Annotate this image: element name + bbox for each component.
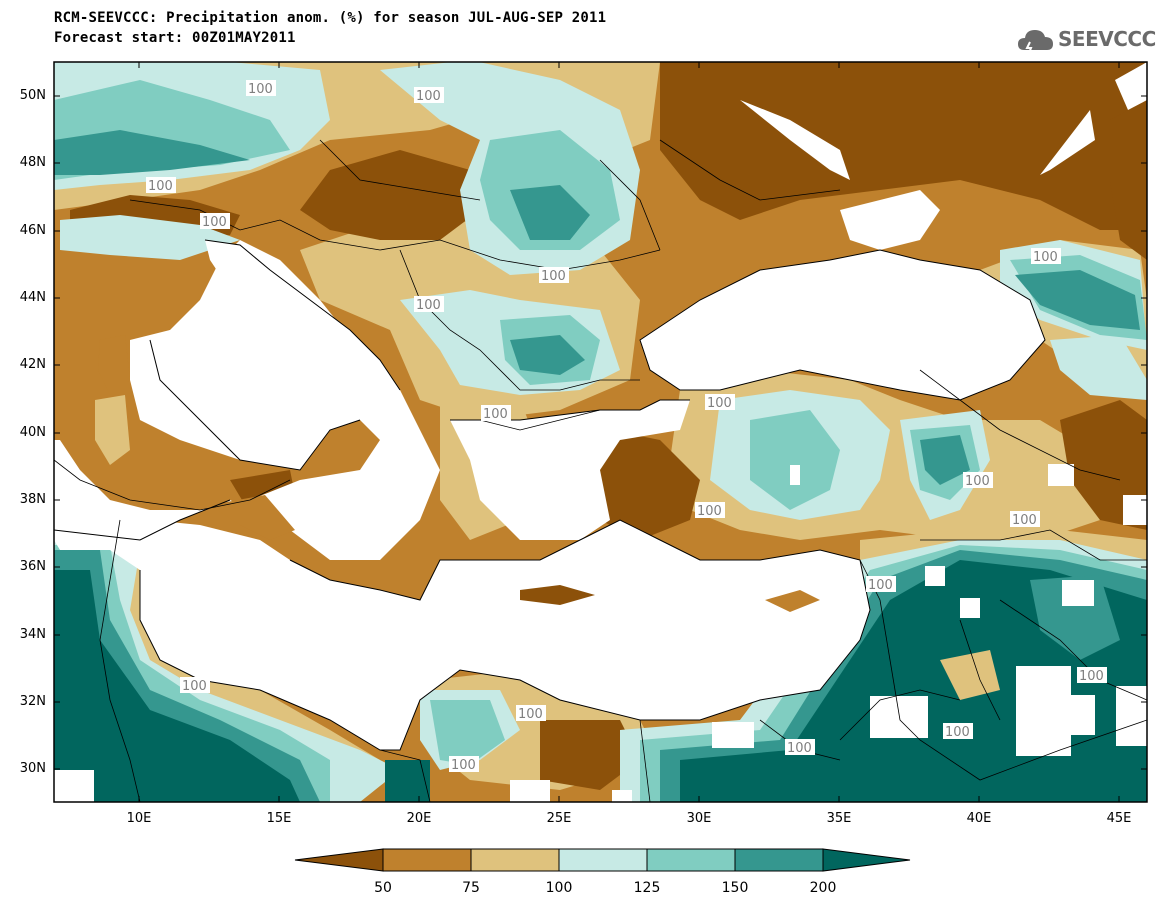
svg-text:100: 100 [945,725,970,740]
colorbar-segment [822,848,911,872]
colorbar-tick-label: 50 [374,880,392,896]
lat-label: 30N [19,761,46,776]
lat-label: 46N [19,223,46,238]
contour-labels: 100 100 100 100 100 100 100 100 100 100 … [146,80,1107,773]
contour-label: 100 [449,756,479,773]
lat-label: 48N [19,155,46,170]
lat-label: 40N [19,425,46,440]
lon-label: 25E [546,811,572,826]
colorbar-tick-label: 150 [721,880,749,896]
colorbar-segment [734,848,824,872]
map-field [54,62,1147,802]
lat-label: 36N [19,559,46,574]
map-subtitle: Forecast start: 00Z01MAY2011 [54,30,296,46]
contour-label: 100 [414,296,444,313]
svg-text:100: 100 [1033,250,1058,265]
contour-label: 100 [481,405,511,422]
lon-label: 20E [406,811,432,826]
seevccc-logo: SEEVCCC [1016,24,1156,56]
contour-label: 100 [1031,248,1061,265]
lat-label: 44N [19,290,46,305]
lat-label: 42N [19,357,46,372]
lon-label: 45E [1106,811,1132,826]
contour-label: 100 [866,576,896,593]
colorbar-segment [294,848,384,872]
lon-label: 10E [126,811,152,826]
lat-label: 34N [19,627,46,642]
svg-text:100: 100 [451,758,476,773]
lon-label: 35E [826,811,852,826]
svg-text:100: 100 [787,741,812,756]
svg-text:100: 100 [148,179,173,194]
contour-label: 100 [200,213,230,230]
contour-label: 100 [963,472,993,489]
contour-label: 100 [1010,511,1040,528]
map-frame [53,61,1148,803]
cloud-icon [1018,30,1053,54]
contour-label: 100 [1077,667,1107,684]
svg-text:100: 100 [1079,669,1104,684]
map-title: RCM-SEEVCCC: Precipitation anom. (%) for… [54,10,607,26]
svg-text:100: 100 [518,707,543,722]
lon-label: 15E [266,811,292,826]
lon-label: 30E [686,811,712,826]
axis-ticks [54,62,1147,802]
contour-label: 100 [539,267,569,284]
svg-text:100: 100 [483,407,508,422]
logo-text: SEEVCCC [1058,27,1156,51]
svg-text:100: 100 [541,269,566,284]
colorbar-tick-label: 75 [462,880,480,896]
contour-label: 100 [705,394,735,411]
contour-label: 100 [414,87,444,104]
contour-label: 100 [943,723,973,740]
colorbar-tick-label: 100 [545,880,573,896]
svg-text:100: 100 [416,89,441,104]
contour-label: 100 [516,705,546,722]
colorbar-tick-label: 200 [809,880,837,896]
black-sea [640,250,1045,400]
lon-label: 40E [966,811,992,826]
contour-label: 100 [246,80,276,97]
lat-label: 32N [19,694,46,709]
contour-label: 100 [695,502,725,519]
svg-text:100: 100 [1012,513,1037,528]
contour-label: 100 [785,739,815,756]
svg-text:100: 100 [416,298,441,313]
lat-label: 50N [19,88,46,103]
svg-text:100: 100 [707,396,732,411]
svg-text:100: 100 [202,215,227,230]
colorbar-segment [646,848,736,872]
svg-text:100: 100 [965,474,990,489]
svg-text:100: 100 [182,679,207,694]
colorbar-segment [470,848,560,872]
colorbar-segment [382,848,472,872]
contour-label: 100 [180,677,210,694]
colorbar [294,848,911,872]
lat-label: 38N [19,492,46,507]
colorbar-tick-label: 125 [633,880,661,896]
mediterranean-sea [54,240,440,560]
colorbar-segment [558,848,648,872]
svg-text:100: 100 [697,504,722,519]
svg-text:100: 100 [868,578,893,593]
svg-text:100: 100 [248,82,273,97]
contour-label: 100 [146,177,176,194]
